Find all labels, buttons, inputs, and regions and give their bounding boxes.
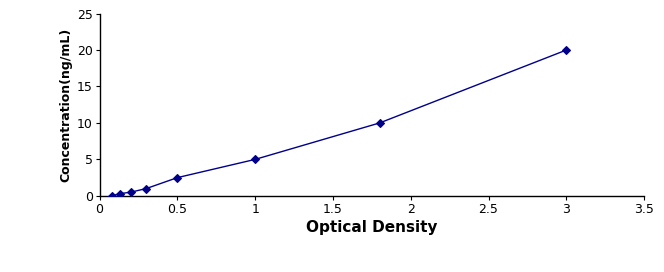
Y-axis label: Concentration(ng/mL): Concentration(ng/mL) xyxy=(60,27,72,182)
X-axis label: Optical Density: Optical Density xyxy=(306,220,438,235)
